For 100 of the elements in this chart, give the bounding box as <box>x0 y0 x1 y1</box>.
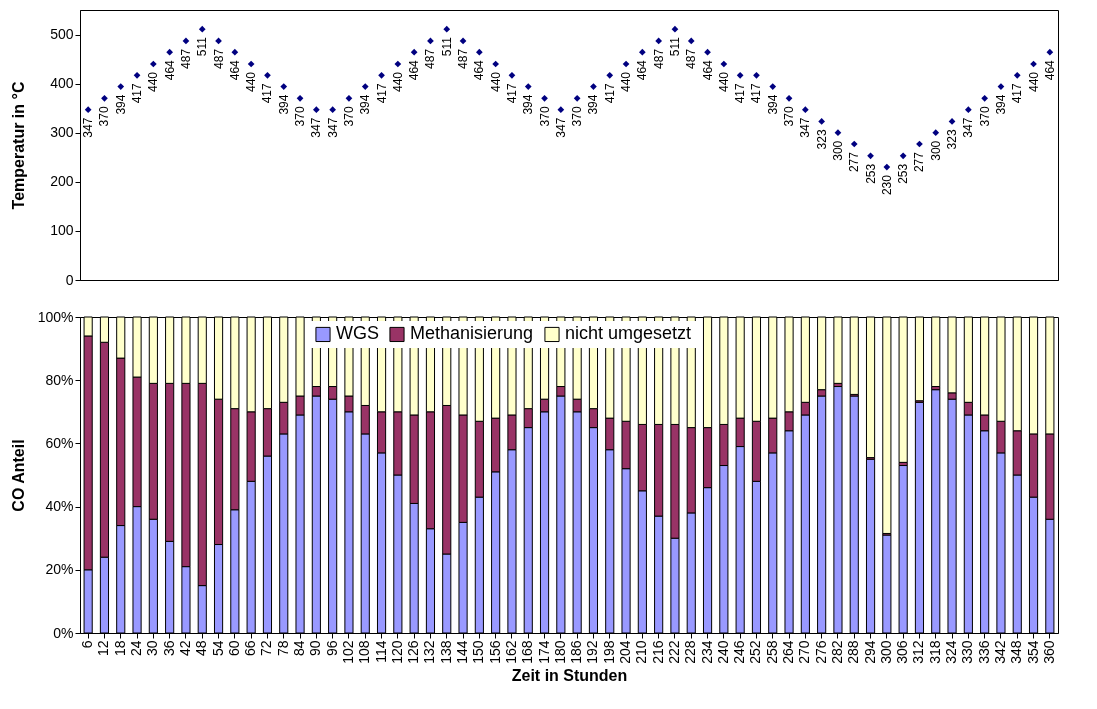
x-tick-label: 24 <box>128 640 145 657</box>
y-tick-label: 100% <box>37 308 74 325</box>
y-tick-label: 60% <box>45 434 74 451</box>
data-label: 323 <box>945 129 960 150</box>
data-label: 440 <box>146 71 161 93</box>
data-label: 417 <box>260 82 275 104</box>
x-tick-label: 282 <box>828 640 845 664</box>
x-tick-label: 318 <box>926 640 943 664</box>
data-label: 277 <box>912 151 927 173</box>
x-tick-label: 234 <box>698 640 715 664</box>
data-label: 253 <box>896 163 911 184</box>
x-tick-label: 102 <box>339 640 356 664</box>
x-tick-label: 162 <box>502 640 519 664</box>
x-tick-label: 210 <box>633 640 650 664</box>
data-label: 370 <box>537 106 552 127</box>
data-label: 464 <box>635 59 650 81</box>
x-tick-label: 330 <box>959 640 976 664</box>
x-tick-label: 348 <box>1008 640 1025 664</box>
y-tick-label: 200 <box>50 173 74 190</box>
data-label: 394 <box>765 94 780 115</box>
x-tick-label: 138 <box>437 640 454 664</box>
data-label: 347 <box>309 117 324 138</box>
data-label: 487 <box>423 48 438 69</box>
x-tick-label: 228 <box>682 640 699 664</box>
data-label: 370 <box>341 106 356 127</box>
x-tick-label: 144 <box>454 640 471 664</box>
x-tick-label: 48 <box>193 640 210 657</box>
y-tick-label: 0 <box>65 271 74 288</box>
x-tick-label: 156 <box>486 640 503 664</box>
x-tick-label: 204 <box>617 640 634 664</box>
x-tick-label: 132 <box>421 640 438 664</box>
x-tick-label: 246 <box>731 640 748 664</box>
x-tick-label: 90 <box>307 640 324 657</box>
y-tick-label: 20% <box>45 561 74 578</box>
data-label: 417 <box>733 82 748 104</box>
x-tick-label: 324 <box>943 640 960 664</box>
x-tick-label: 96 <box>323 640 340 657</box>
y-tick-label: 300 <box>50 124 74 141</box>
x-tick-label: 18 <box>111 640 128 657</box>
data-label: 347 <box>325 117 340 138</box>
y-tick-label: 40% <box>45 498 74 515</box>
y-axis-title: Temperatur in °C <box>9 81 27 210</box>
x-tick-label: 12 <box>95 640 112 657</box>
x-tick-label: 126 <box>405 640 422 664</box>
x-tick-label: 198 <box>600 640 617 664</box>
data-label: 464 <box>700 59 715 81</box>
x-tick-label: 78 <box>274 640 291 657</box>
data-label: 253 <box>863 163 878 184</box>
x-tick-label: 336 <box>975 640 992 664</box>
x-tick-label: 108 <box>356 640 373 664</box>
data-label: 487 <box>651 48 666 69</box>
data-label: 464 <box>1042 59 1057 81</box>
data-label: 394 <box>113 94 128 115</box>
data-label: 487 <box>211 48 226 69</box>
data-label: 394 <box>586 94 601 115</box>
data-label: 370 <box>977 106 992 127</box>
data-label: 487 <box>684 48 699 69</box>
x-tick-label: 66 <box>242 640 259 657</box>
data-label: 370 <box>293 106 308 127</box>
y-tick-label: 100 <box>50 222 74 239</box>
x-tick-label: 306 <box>894 640 911 664</box>
data-label: 394 <box>521 94 536 115</box>
data-label: 323 <box>814 129 829 150</box>
x-tick-label: 114 <box>372 640 389 663</box>
data-label: 417 <box>749 82 764 104</box>
x-tick-label: 174 <box>535 640 552 664</box>
data-label: 440 <box>390 71 405 93</box>
y-axis-title: CO Anteil <box>9 439 27 512</box>
data-label: 511 <box>195 36 210 57</box>
data-label: 370 <box>782 106 797 127</box>
data-label: 440 <box>716 71 731 93</box>
legend-label: nicht umgesetzt <box>565 323 692 344</box>
x-tick-label: 168 <box>519 640 536 664</box>
data-label: 277 <box>847 151 862 173</box>
data-label: 464 <box>472 59 487 81</box>
data-label: 440 <box>619 71 634 93</box>
data-label: 370 <box>97 106 112 127</box>
x-tick-label: 84 <box>291 640 308 657</box>
data-label: 464 <box>407 59 422 81</box>
x-tick-label: 60 <box>225 640 242 657</box>
x-tick-label: 192 <box>584 640 601 664</box>
data-label: 417 <box>374 82 389 104</box>
x-tick-label: 276 <box>812 640 829 664</box>
data-label: 511 <box>667 36 682 57</box>
x-tick-label: 342 <box>991 640 1008 664</box>
x-tick-label: 30 <box>144 640 161 657</box>
data-label: 487 <box>178 48 193 69</box>
x-tick-label: 72 <box>258 640 275 657</box>
y-tick-label: 500 <box>50 26 74 43</box>
data-label: 417 <box>130 82 145 104</box>
x-axis-title: Zeit in Stunden <box>511 666 628 684</box>
data-label: 417 <box>1010 82 1025 104</box>
data-label: 417 <box>504 82 519 104</box>
x-tick-label: 6 <box>79 640 96 649</box>
data-label: 394 <box>993 94 1008 115</box>
x-tick-label: 186 <box>568 640 585 664</box>
x-tick-label: 240 <box>714 640 731 664</box>
y-tick-label: 80% <box>45 371 74 388</box>
x-tick-label: 180 <box>551 640 568 664</box>
data-label: 440 <box>488 71 503 93</box>
